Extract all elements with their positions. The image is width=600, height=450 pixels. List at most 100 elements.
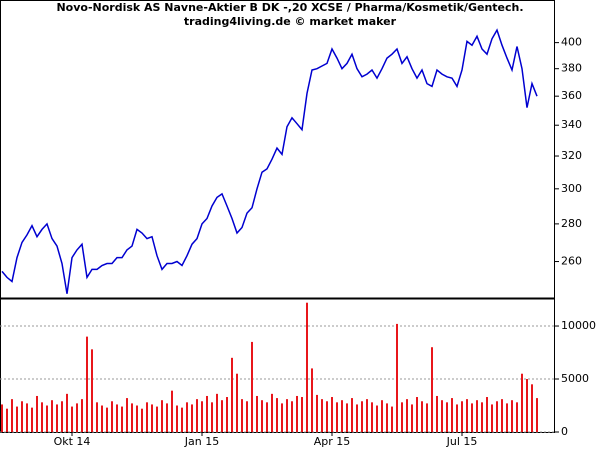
volume-bar (536, 398, 538, 432)
x-tick-label: Apr 15 (314, 435, 351, 448)
y2-tick-label: 5000 (561, 372, 589, 385)
volume-bar (421, 401, 423, 432)
volume-bar (501, 399, 503, 432)
volume-bar (326, 401, 328, 432)
volume-bar (76, 403, 78, 432)
volume-bar (366, 399, 368, 432)
frame (0, 0, 555, 433)
volume-bar (161, 400, 163, 432)
y2-tick-label: 0 (561, 425, 568, 438)
volume-bar (321, 399, 323, 432)
volume-bar (286, 399, 288, 432)
volume-bar (1, 404, 3, 432)
volume-bar (176, 405, 178, 432)
volume-bar (411, 404, 413, 432)
volume-bar (241, 399, 243, 432)
volume-bar (171, 390, 173, 432)
volume-bar (121, 406, 123, 432)
volume-bar (91, 349, 93, 432)
volume-bar (401, 402, 403, 432)
y-tick-label: 300 (561, 182, 582, 195)
volume-bar (246, 401, 248, 432)
y2-tick-label: 10000 (561, 319, 596, 332)
volume-bar (96, 402, 98, 432)
volume-bar (41, 402, 43, 432)
volume-bar (6, 408, 8, 432)
y-tick-label: 400 (561, 36, 582, 49)
volume-bar (156, 406, 158, 432)
volume-bar (251, 341, 253, 432)
volume-bar (206, 395, 208, 432)
volume-bar (506, 403, 508, 432)
volume-bar (371, 402, 373, 432)
volume-bar (116, 404, 118, 432)
volume-bar (296, 395, 298, 432)
volume-bar (111, 401, 113, 432)
volume-bar (496, 401, 498, 432)
volume-bar (451, 398, 453, 432)
x-tick-label: Jan 15 (184, 435, 219, 448)
volume-bar (391, 406, 393, 432)
volume-bar (236, 373, 238, 432)
x-tick-label: Okt 14 (54, 435, 91, 448)
volume-bar (526, 379, 528, 432)
volume-bar (136, 405, 138, 432)
volume-bar (11, 399, 13, 432)
volume-bar (351, 398, 353, 432)
y-tick-label: 280 (561, 217, 582, 230)
volume-bar (66, 393, 68, 432)
volume-bar (301, 397, 303, 432)
volume-bar (446, 402, 448, 432)
volume-bar (331, 397, 333, 432)
price-line (1, 28, 538, 294)
volume-bar (381, 400, 383, 432)
volume-bar (211, 402, 213, 432)
volume-bar (491, 404, 493, 432)
volume-bar (466, 399, 468, 432)
volume-bar (61, 401, 63, 432)
volume-bar (471, 403, 473, 432)
volume-bar (516, 402, 518, 432)
volume-bar (221, 400, 223, 432)
volume-bar (291, 401, 293, 432)
volume-bar (51, 400, 53, 432)
y-tick-label: 360 (561, 89, 582, 102)
volume-bar (476, 400, 478, 432)
volume-bar (151, 404, 153, 432)
volume-bar (21, 401, 23, 432)
volume-bar (431, 347, 433, 432)
volume-bar (461, 401, 463, 432)
volume-bar (426, 403, 428, 432)
volume-bar (181, 407, 183, 432)
volume-bar (341, 400, 343, 432)
volume-bar (481, 402, 483, 432)
volume-bar (436, 395, 438, 432)
volume-bar (281, 403, 283, 432)
volume-bar (521, 373, 523, 432)
volume-bar (306, 302, 308, 432)
volume-bar (531, 384, 533, 432)
volume-bar (191, 404, 193, 432)
volume-bar (86, 336, 88, 432)
y-tick-label: 320 (561, 149, 582, 162)
volume-bar (316, 394, 318, 432)
volume-bar (216, 393, 218, 432)
volume-bar (356, 404, 358, 432)
y-tick-label: 380 (561, 62, 582, 75)
volume-bar (146, 402, 148, 432)
volume-bar (71, 406, 73, 432)
volume-bar (226, 397, 228, 432)
y-tick-label: 260 (561, 255, 582, 268)
y-tick-label: 340 (561, 118, 582, 131)
volume-bar (126, 398, 128, 432)
volume-bar (406, 399, 408, 432)
volume-bar (416, 397, 418, 432)
volume-bar (511, 400, 513, 432)
volume-bar (376, 405, 378, 432)
volume-bar (166, 403, 168, 432)
chart-subtitle: trading4living.de © market maker (184, 15, 397, 28)
volume-bar (46, 405, 48, 432)
volume-bar (81, 399, 83, 432)
